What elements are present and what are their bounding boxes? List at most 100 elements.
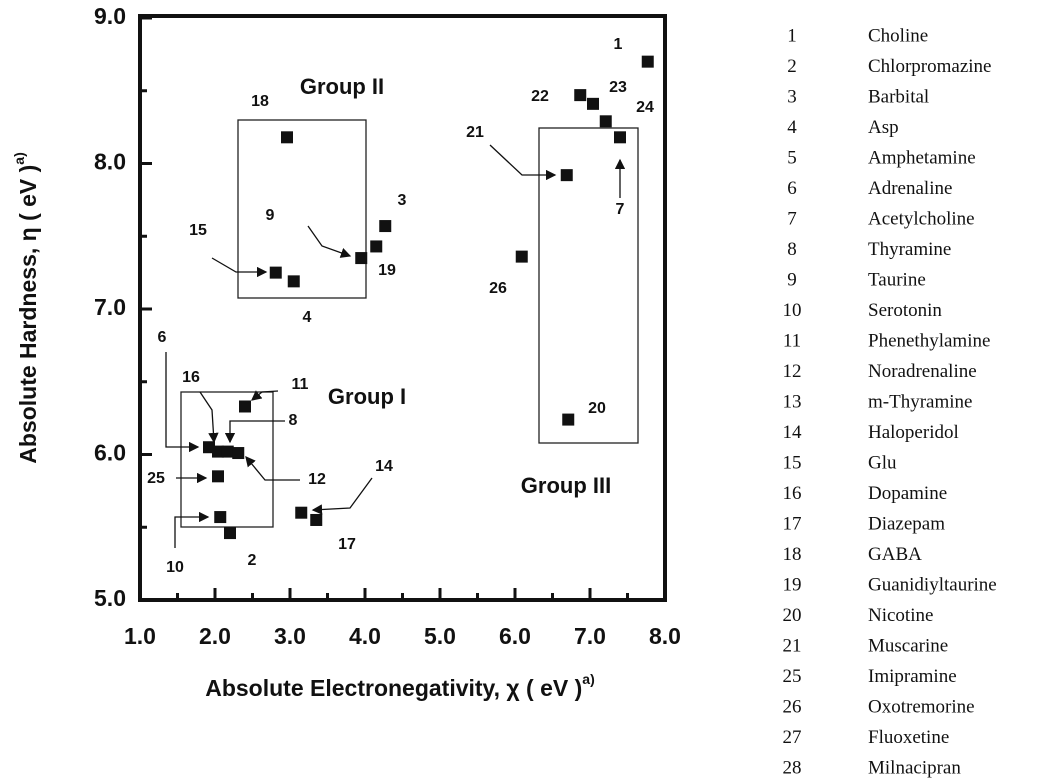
- point-label: 24: [636, 99, 654, 116]
- legend-number: 9: [787, 269, 797, 290]
- point: [221, 445, 234, 458]
- legend-number: 20: [783, 605, 802, 626]
- point-label: 15: [189, 222, 207, 239]
- legend-name: Haloperidol: [868, 422, 959, 443]
- point-label: 12: [308, 471, 326, 488]
- legend-name: Dopamine: [868, 483, 947, 504]
- legend-number: 7: [787, 208, 797, 229]
- point-label: 19: [378, 262, 396, 279]
- legend-number: 1: [787, 25, 797, 46]
- legend-name: Asp: [868, 117, 899, 138]
- point: [370, 240, 383, 253]
- point-label: 8: [289, 412, 298, 429]
- point: [212, 470, 224, 483]
- legend-number: 13: [783, 391, 802, 412]
- arrows: [165, 144, 626, 548]
- point: [224, 527, 236, 540]
- annotation: Group I: [328, 384, 406, 409]
- point: [295, 506, 308, 519]
- point-label: 6: [158, 329, 167, 346]
- point: [641, 55, 654, 68]
- legend-name: GABA: [868, 544, 922, 565]
- legend-number: 18: [783, 544, 802, 565]
- point: [214, 511, 227, 524]
- legend-name: Fluoxetine: [868, 727, 949, 748]
- point: [212, 445, 224, 458]
- legend-name: Thyramine: [868, 239, 951, 260]
- point: [599, 115, 612, 128]
- point: [355, 252, 368, 265]
- y-tick-label: 7.0: [94, 294, 126, 320]
- point-label: 14: [375, 458, 393, 475]
- point-label: 21: [466, 124, 484, 141]
- point-label: 10: [166, 559, 184, 576]
- legend-name: Milnacipran: [868, 757, 961, 778]
- annotation: Group II: [300, 74, 384, 99]
- legend-number: 6: [787, 178, 797, 199]
- x-axis-label: Absolute Electronegativity, χ ( eV )a): [205, 671, 595, 701]
- legend-number: 27: [783, 727, 802, 748]
- legend-number: 5: [787, 147, 797, 168]
- legend-number: 17: [783, 513, 802, 534]
- y-tick-label: 9.0: [94, 3, 126, 29]
- point: [562, 413, 575, 426]
- x-tick-label: 5.0: [424, 623, 456, 649]
- point: [560, 169, 573, 182]
- legend-name: Acetylcholine: [868, 208, 975, 229]
- legend-number: 28: [783, 757, 802, 778]
- point-label: 9: [266, 207, 275, 224]
- legend-name: Chlorpromazine: [868, 56, 991, 77]
- legend-name: Amphetamine: [868, 147, 976, 168]
- legend-name: Serotonin: [868, 300, 942, 321]
- x-tick-label: 7.0: [574, 623, 606, 649]
- point-label: 20: [588, 400, 606, 417]
- point-label: 1: [614, 36, 623, 53]
- legend-number: 19: [783, 574, 802, 595]
- point: [232, 447, 245, 460]
- legend-name: Guanidiyltaurine: [868, 574, 997, 595]
- legend-name: Diazepam: [868, 513, 945, 534]
- annotation: Group III: [521, 473, 611, 498]
- legend-number: 15: [783, 452, 802, 473]
- legend-number: 10: [783, 300, 802, 321]
- y-tick-label: 5.0: [94, 585, 126, 611]
- point-label: 22: [531, 88, 549, 105]
- point: [310, 513, 323, 526]
- legend-name: m-Thyramine: [868, 391, 972, 412]
- legend-number: 21: [783, 635, 802, 656]
- point-label: 11: [292, 376, 309, 393]
- legend-number: 11: [783, 330, 801, 351]
- x-tick-label: 8.0: [649, 623, 681, 649]
- x-tick-label: 6.0: [499, 623, 531, 649]
- legend-name: Muscarine: [868, 635, 948, 656]
- legend-name: Glu: [868, 452, 897, 473]
- point: [379, 220, 392, 233]
- point: [587, 97, 599, 110]
- point: [239, 400, 251, 413]
- point: [574, 89, 587, 102]
- legend-number: 12: [783, 361, 802, 382]
- point: [269, 266, 282, 279]
- point-label: 18: [251, 93, 269, 110]
- legend-name: Oxotremorine: [868, 696, 975, 717]
- legend-name: Phenethylamine: [868, 330, 990, 351]
- x-tick-label: 3.0: [274, 623, 306, 649]
- legend-number: 25: [783, 666, 802, 687]
- point: [614, 131, 626, 144]
- legend-number: 2: [787, 56, 797, 77]
- legend-name: Adrenaline: [868, 178, 952, 199]
- point-label: 2: [248, 552, 257, 569]
- x-tick-label: 1.0: [124, 623, 156, 649]
- legend-number: 26: [783, 696, 802, 717]
- legend-name: Noradrenaline: [868, 361, 977, 382]
- legend-name: Barbital: [868, 86, 929, 107]
- legend-number: 14: [783, 422, 803, 443]
- point: [287, 275, 300, 288]
- group-boxes: [180, 119, 639, 528]
- legend-number: 4: [787, 117, 797, 138]
- point-label: 16: [182, 369, 200, 386]
- legend-number: 16: [783, 483, 802, 504]
- legend-name: Taurine: [868, 269, 926, 290]
- y-axis-label: Absolute Hardness, η ( eV )a): [11, 152, 41, 464]
